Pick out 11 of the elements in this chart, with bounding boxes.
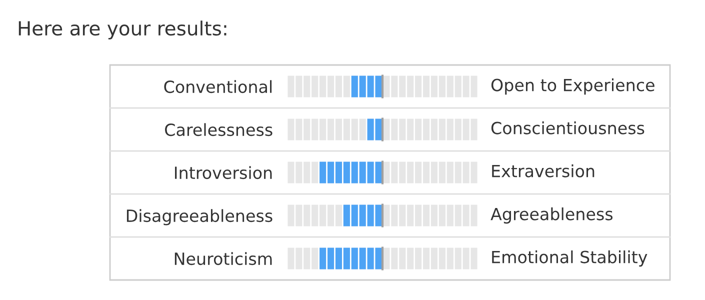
y-tick-label: Carelessness <box>165 123 272 136</box>
text: Emotional Stability <box>492 250 648 267</box>
y-tick-label: Neuroticism <box>174 252 272 266</box>
y-tick-label: Introversion <box>175 166 272 180</box>
text: Conscientiousness <box>491 121 644 134</box>
y-tick-label: Disagreeableness <box>126 209 272 226</box>
text: Agreeableness <box>490 207 613 224</box>
y-tick-label: Conventional <box>164 80 272 94</box>
text: Open to Experience <box>491 78 654 95</box>
text: Here are your results: <box>18 20 226 40</box>
text: Extraversion <box>492 164 594 178</box>
